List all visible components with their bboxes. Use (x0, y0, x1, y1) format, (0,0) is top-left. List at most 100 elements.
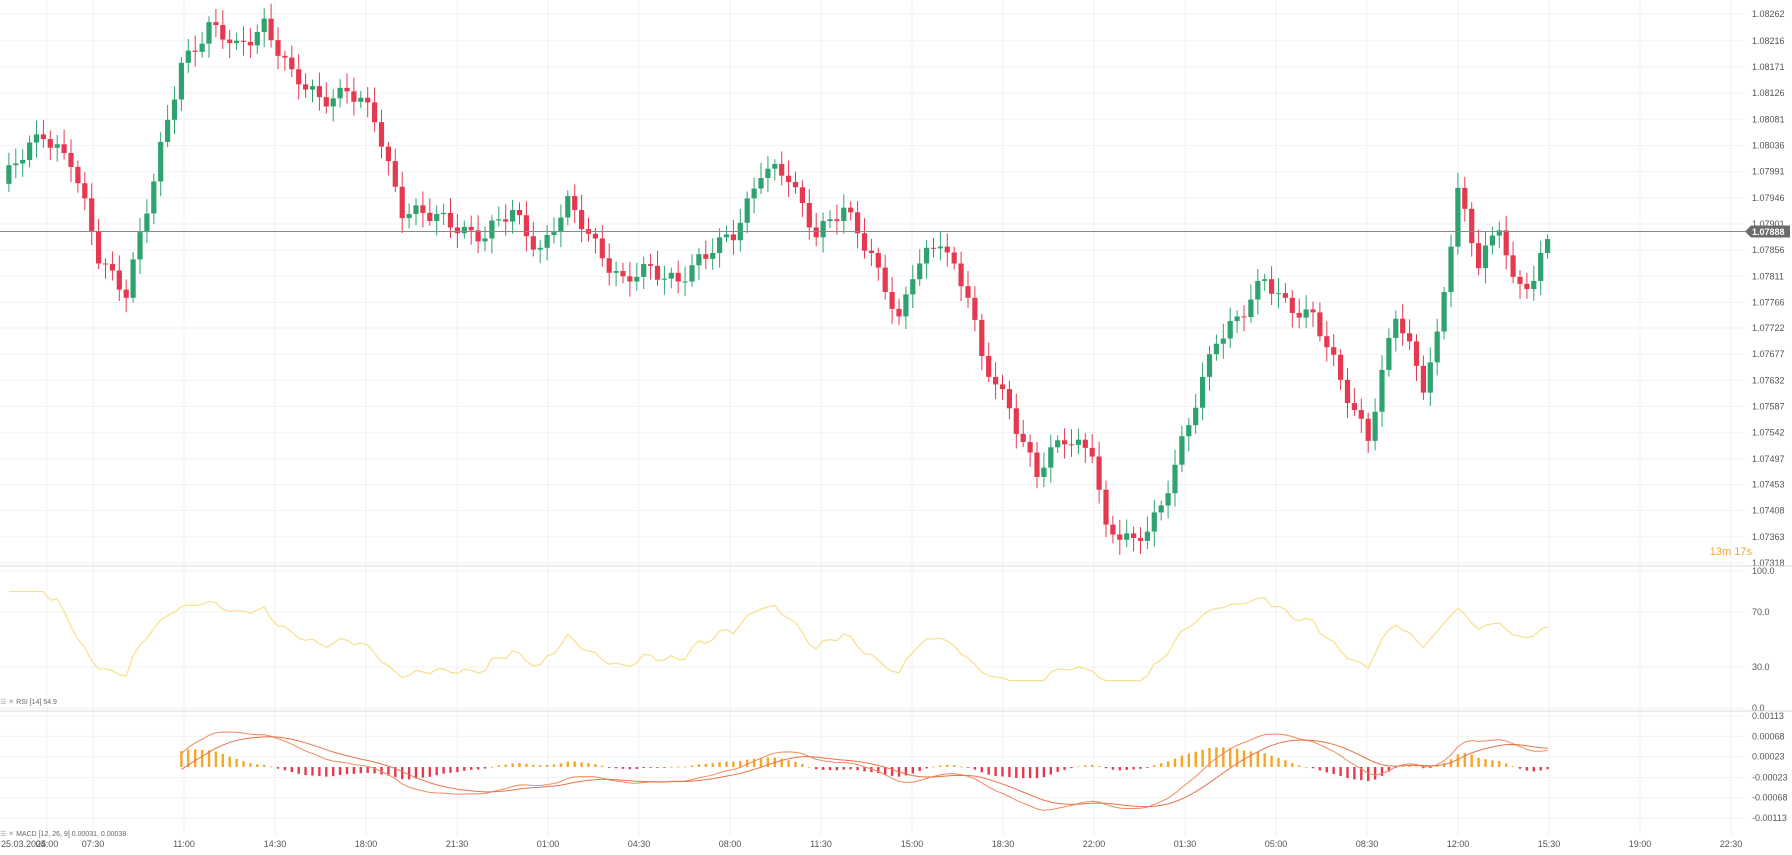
candle-up[interactable] (661, 278, 667, 280)
macd-histogram-down[interactable] (621, 767, 625, 769)
macd-histogram-down[interactable] (1518, 767, 1522, 769)
macd-histogram-down[interactable] (849, 767, 852, 770)
macd-histogram-up[interactable] (490, 766, 494, 768)
candle-down[interactable] (454, 227, 460, 234)
macd-histogram-down[interactable] (297, 767, 300, 774)
macd-histogram-down[interactable] (283, 767, 287, 771)
macd-histogram-up[interactable] (1208, 748, 1211, 767)
candle-up[interactable] (1448, 246, 1454, 292)
candle-up[interactable] (1179, 436, 1185, 465)
candle-up[interactable] (20, 159, 26, 164)
macd-histogram-up[interactable] (566, 761, 569, 767)
macd-histogram-down[interactable] (1394, 767, 1397, 768)
macd-histogram-down[interactable] (1146, 767, 1149, 768)
candle-up[interactable] (1482, 245, 1489, 269)
candle-down[interactable] (882, 267, 888, 292)
candle-down[interactable] (1331, 347, 1337, 355)
candle-down[interactable] (1344, 379, 1351, 404)
candle-up[interactable] (772, 164, 778, 169)
macd-histogram-down[interactable] (470, 767, 473, 770)
candle-up[interactable] (489, 220, 495, 239)
candle-up[interactable] (1455, 187, 1461, 247)
macd-histogram-down[interactable] (1318, 767, 1322, 771)
macd-histogram-down[interactable] (421, 767, 425, 778)
candle-down[interactable] (592, 233, 598, 239)
macd-histogram-down[interactable] (1429, 767, 1432, 768)
macd-histogram-up[interactable] (1249, 751, 1253, 767)
macd-histogram-up[interactable] (214, 751, 218, 767)
candle-down[interactable] (1476, 243, 1482, 269)
macd-histogram-up[interactable] (256, 764, 259, 767)
macd-histogram-up[interactable] (1166, 761, 1170, 767)
macd-histogram-up[interactable] (739, 761, 742, 767)
candle-up[interactable] (27, 142, 33, 160)
candle-down[interactable] (1310, 309, 1316, 313)
candle-up[interactable] (1275, 293, 1282, 295)
macd-histogram-down[interactable] (884, 767, 887, 775)
candle-up[interactable] (924, 247, 930, 264)
macd-histogram-up[interactable] (263, 764, 266, 767)
macd-histogram-down[interactable] (1028, 767, 1032, 779)
candle-down[interactable] (102, 263, 109, 265)
candle-down[interactable] (1241, 316, 1247, 318)
macd-histogram-up[interactable] (235, 758, 238, 767)
macd-histogram-down[interactable] (656, 767, 659, 768)
macd-histogram-down[interactable] (628, 767, 632, 770)
candle-down[interactable] (516, 209, 523, 216)
candle-down[interactable] (1013, 408, 1019, 434)
candle-down[interactable] (868, 250, 874, 254)
candle-down[interactable] (1324, 336, 1330, 348)
candle-up[interactable] (1386, 337, 1392, 370)
candle-up[interactable] (565, 196, 571, 218)
macd-histogram-down[interactable] (966, 767, 970, 768)
candle-down[interactable] (468, 226, 474, 231)
candle-up[interactable] (1055, 440, 1061, 448)
candle-up[interactable] (682, 281, 688, 283)
candle-up[interactable] (827, 219, 833, 222)
macd-histogram-up[interactable] (1284, 760, 1287, 767)
macd-histogram-down[interactable] (987, 767, 990, 775)
candle-down[interactable] (799, 187, 805, 204)
macd-histogram-down[interactable] (1311, 767, 1315, 769)
candle-down[interactable] (1338, 354, 1344, 380)
macd-histogram-down[interactable] (401, 767, 404, 780)
macd-histogram-down[interactable] (856, 767, 859, 771)
candle-down[interactable] (1103, 489, 1109, 525)
candle-down[interactable] (385, 146, 391, 162)
macd-histogram-down[interactable] (311, 767, 314, 776)
candle-up[interactable] (1248, 299, 1254, 317)
macd-histogram-up[interactable] (953, 765, 956, 767)
macd-histogram-down[interactable] (877, 767, 880, 774)
candle-down[interactable] (351, 91, 357, 102)
candle-up[interactable] (717, 237, 723, 254)
macd-histogram-down[interactable] (918, 767, 921, 772)
candle-down[interactable] (1400, 318, 1406, 334)
macd-histogram-down[interactable] (1380, 767, 1384, 776)
candle-down[interactable] (427, 212, 433, 222)
macd-histogram-down[interactable] (1070, 767, 1073, 769)
macd-histogram-down[interactable] (608, 767, 611, 768)
macd-histogram-down[interactable] (635, 767, 638, 770)
candle-down[interactable] (786, 175, 792, 183)
candle-down[interactable] (420, 205, 426, 213)
candle-down[interactable] (1131, 533, 1137, 538)
macd-histogram-up[interactable] (1173, 758, 1177, 767)
candle-up[interactable] (309, 86, 316, 90)
candle-up[interactable] (171, 99, 178, 120)
macd-histogram-up[interactable] (1408, 765, 1411, 767)
macd-histogram-up[interactable] (932, 766, 935, 768)
candle-down[interactable] (703, 254, 709, 259)
macd-histogram-up[interactable] (269, 766, 273, 768)
candle-down[interactable] (875, 253, 881, 268)
candle-up[interactable] (1538, 253, 1544, 281)
candle-down[interactable] (89, 198, 95, 231)
macd-histogram-down[interactable] (649, 767, 652, 768)
rsi-line[interactable] (8, 590, 1548, 682)
macd-histogram-down[interactable] (1367, 767, 1370, 782)
candle-up[interactable] (165, 119, 171, 142)
candle-up[interactable] (461, 226, 467, 234)
candle-up[interactable] (910, 279, 916, 295)
candle-down[interactable] (523, 215, 529, 237)
candle-up[interactable] (1427, 362, 1433, 393)
candle-down[interactable] (447, 212, 454, 228)
